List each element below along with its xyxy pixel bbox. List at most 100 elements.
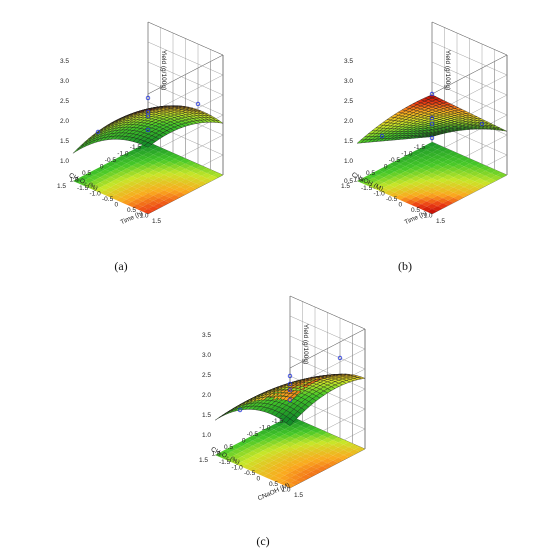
contour-cell bbox=[174, 171, 186, 177]
contour-cell bbox=[343, 447, 355, 453]
contour-cell bbox=[196, 170, 207, 176]
contour-cell bbox=[241, 448, 253, 454]
contour-cell bbox=[300, 459, 312, 465]
design-point bbox=[429, 121, 435, 127]
contour-cell bbox=[153, 177, 165, 183]
y-tick-label: 1.5 bbox=[436, 218, 445, 225]
contour-cell bbox=[399, 181, 411, 187]
x-tick-label: 0 bbox=[384, 164, 388, 171]
contour-cell bbox=[464, 158, 475, 164]
contour-cell bbox=[290, 423, 301, 429]
contour-cell bbox=[426, 142, 438, 148]
contour-cell bbox=[327, 440, 339, 446]
contour-cell bbox=[268, 475, 280, 481]
contour-cell bbox=[142, 167, 154, 173]
contour-cell bbox=[158, 200, 170, 206]
contour-cell bbox=[448, 192, 459, 198]
contour-cell bbox=[247, 435, 258, 441]
z-tick-label: 1.0 bbox=[60, 158, 69, 165]
contour-cell bbox=[437, 203, 449, 209]
contour-cell bbox=[137, 196, 148, 202]
contour-cell bbox=[415, 188, 427, 194]
contour-cell bbox=[290, 469, 301, 475]
contour-cell bbox=[231, 454, 242, 460]
contour-cell bbox=[164, 182, 175, 188]
contour-cell bbox=[490, 170, 502, 176]
contour-cell bbox=[415, 204, 427, 210]
contour-cell bbox=[247, 466, 258, 472]
contour-cell bbox=[174, 161, 186, 167]
contour-cell bbox=[126, 181, 138, 187]
contour-cell bbox=[437, 151, 449, 157]
design-point bbox=[429, 135, 435, 141]
contour-cell bbox=[290, 474, 301, 481]
floor-contour bbox=[357, 142, 507, 214]
y-tick-label: 0 bbox=[257, 476, 261, 483]
contour-cell bbox=[241, 458, 253, 464]
contour-cell bbox=[332, 452, 344, 458]
contour-cell bbox=[373, 185, 384, 191]
contour-cell bbox=[105, 161, 116, 167]
panel-b: -1.5-1.0-0.500.51.01.5 -1.5-1.0-0.500.51.… bbox=[341, 21, 508, 226]
contour-cell bbox=[121, 184, 132, 190]
contour-cell bbox=[174, 166, 186, 172]
contour-cell bbox=[367, 182, 379, 189]
z-axis-title: Yield (g/100g) bbox=[302, 324, 309, 364]
response-surface bbox=[214, 373, 366, 426]
contour-cell bbox=[169, 174, 181, 180]
contour-cell bbox=[448, 156, 459, 162]
contour-cell bbox=[311, 453, 323, 459]
contour-cell bbox=[399, 176, 411, 182]
contour-cell bbox=[322, 437, 333, 443]
contour-cell bbox=[137, 155, 148, 161]
contour-cell bbox=[279, 423, 290, 430]
contour-cell bbox=[137, 175, 148, 181]
contour-cell bbox=[300, 438, 312, 444]
contour-cell bbox=[185, 186, 197, 192]
contour-cell bbox=[115, 161, 127, 167]
contour-cell bbox=[348, 444, 360, 450]
contour-cell bbox=[464, 184, 475, 190]
contour-cell bbox=[148, 164, 159, 171]
contour-cell bbox=[190, 173, 202, 179]
contour-cell bbox=[142, 162, 154, 168]
contour-cell bbox=[389, 192, 400, 198]
contour-cell bbox=[458, 176, 470, 182]
contour-cell bbox=[432, 159, 443, 165]
x-tick-label: -1.5 bbox=[272, 418, 284, 425]
panel-label-c: (c) bbox=[256, 534, 269, 548]
x-tick-label: -1.0 bbox=[401, 151, 413, 158]
contour-cell bbox=[273, 437, 285, 443]
design-point bbox=[237, 407, 243, 413]
contour-cell bbox=[284, 436, 296, 442]
contour-cell bbox=[236, 441, 248, 447]
contour-cell bbox=[389, 176, 400, 183]
contour-cell bbox=[448, 151, 459, 157]
contour-cell bbox=[316, 430, 328, 436]
contour-cell bbox=[327, 455, 339, 461]
contour-cell bbox=[394, 194, 406, 200]
x-tick-label: 1.0 bbox=[211, 451, 220, 458]
contour-cell bbox=[432, 200, 443, 207]
x-tick-label: -1.0 bbox=[259, 425, 271, 432]
design-point bbox=[379, 133, 385, 139]
contour-cell bbox=[115, 191, 127, 198]
contour-cell bbox=[83, 182, 95, 189]
contour-cell bbox=[469, 160, 481, 166]
contour-cell bbox=[394, 174, 406, 180]
contour-cell bbox=[437, 182, 449, 188]
contour-cell bbox=[121, 168, 132, 174]
contour-cell bbox=[164, 151, 175, 157]
contour-cell bbox=[295, 431, 307, 437]
z-tick-label: 2.5 bbox=[344, 98, 353, 105]
contour-cell bbox=[290, 459, 301, 465]
x-tick-label: -1.5 bbox=[414, 144, 426, 151]
contour-cell bbox=[131, 183, 143, 189]
contour-cell bbox=[252, 437, 264, 443]
contour-cell bbox=[174, 187, 186, 193]
contour-cell bbox=[279, 459, 290, 466]
contour-cell bbox=[362, 175, 374, 181]
contour-cell bbox=[410, 150, 422, 156]
contour-cell bbox=[263, 463, 274, 469]
contour-cell bbox=[332, 447, 344, 453]
